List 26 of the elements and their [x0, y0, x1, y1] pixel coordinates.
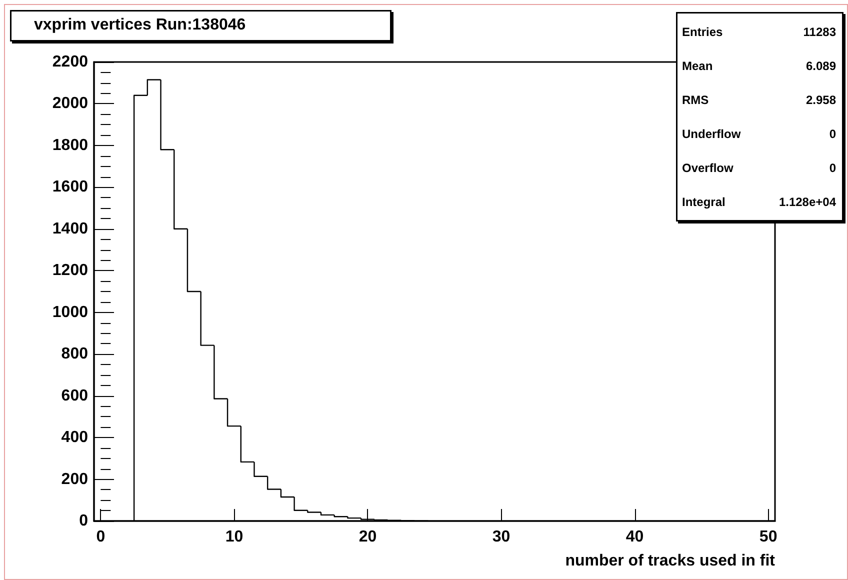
x-tick-label: 50: [759, 528, 778, 546]
y-tick-label: 2000: [52, 95, 88, 112]
y-tick-label: 600: [61, 387, 88, 404]
y-tick-label: 1000: [52, 304, 88, 321]
y-tick-label: 2200: [52, 54, 88, 70]
y-tick-label: 1600: [52, 178, 88, 196]
y-tick-label: 1800: [52, 136, 88, 154]
text: Overflow 0: [682, 161, 836, 175]
chart-title: vxprim vertices Run:138046: [34, 16, 246, 34]
y-tick-label: 0: [79, 512, 88, 530]
x-axis-title: number of tracks used in fit: [565, 552, 776, 570]
x-tick-label: 10: [225, 528, 244, 546]
x-tick-label: 40: [626, 528, 644, 546]
text: Underflow 0: [682, 127, 836, 141]
y-tick-label: 200: [61, 470, 88, 488]
x-tick-label: 30: [492, 528, 510, 546]
x-tick-label: 20: [358, 528, 377, 546]
x-tick-label: 0: [96, 528, 106, 546]
y-tick-label: 1200: [52, 262, 88, 280]
y-tick-label: 1400: [52, 220, 88, 238]
y-tick-label: 400: [61, 429, 88, 446]
text: Entries 11283: [682, 25, 836, 39]
text: Mean 6.089: [682, 59, 836, 73]
text: Integral 1.128e+04: [682, 195, 836, 209]
y-tick-label: 800: [61, 346, 88, 363]
text: RMS 2.958: [682, 93, 836, 107]
